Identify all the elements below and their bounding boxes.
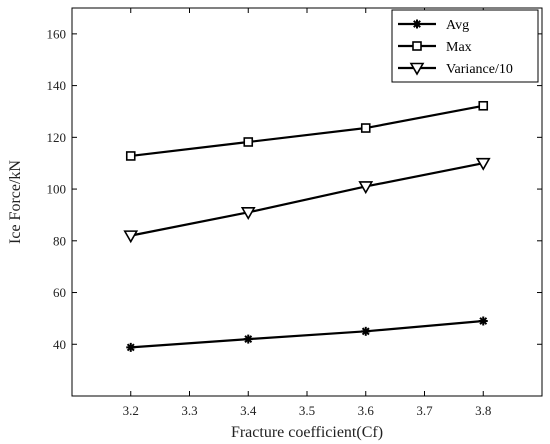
- legend-label: Avg: [446, 18, 469, 33]
- legend: Avg Max Variance/10: [391, 9, 539, 83]
- x-tick-label: 3.5: [299, 403, 315, 418]
- data-point: [243, 334, 253, 344]
- data-point: [478, 316, 488, 326]
- marker-core: [363, 329, 368, 334]
- marker-core: [414, 21, 420, 27]
- data-point: [360, 123, 371, 133]
- y-tick-label: 60: [53, 285, 66, 300]
- x-tick-label: 3.6: [358, 403, 375, 418]
- y-tick-label: 80: [53, 233, 66, 248]
- data-point: [240, 207, 256, 220]
- data-point: [361, 326, 371, 336]
- series-max: [125, 100, 489, 161]
- data-point: [358, 181, 374, 195]
- x-tick-label: 3.7: [416, 403, 433, 418]
- x-tick-label: 3.4: [240, 403, 257, 418]
- y-tick-label: 140: [47, 78, 67, 93]
- legend-marker: [412, 19, 422, 29]
- legend-marker: [412, 41, 422, 51]
- legend-item: Avg: [398, 18, 469, 33]
- x-axis-title: Fracture coefficient(Cf): [231, 424, 383, 441]
- marker-core: [481, 318, 486, 324]
- series-line: [130, 104, 484, 158]
- series-variance-10: [123, 157, 491, 244]
- series-line: [130, 319, 484, 349]
- y-tick-label: 120: [47, 130, 67, 145]
- data-point: [126, 342, 136, 352]
- y-tick-label: 40: [53, 337, 66, 352]
- data-point: [123, 230, 139, 244]
- series-line: [130, 162, 484, 237]
- data-point: [475, 157, 491, 171]
- legend-item: Variance/10: [398, 62, 513, 77]
- marker-core: [128, 345, 133, 350]
- y-tick-label: 100: [47, 182, 67, 197]
- marker-core: [246, 336, 251, 342]
- y-axis-ticks: 40 60 80 100 120 140 160: [47, 26, 542, 352]
- x-tick-label: 3.2: [123, 403, 139, 418]
- legend-item: Max: [398, 40, 472, 55]
- legend-label: Max: [446, 40, 472, 55]
- x-tick-label: 3.8: [475, 403, 491, 418]
- data-point: [243, 137, 254, 147]
- data-point: [125, 151, 136, 161]
- data-point: [478, 100, 489, 111]
- legend-label: Variance/10: [446, 62, 513, 77]
- x-tick-label: 3.3: [181, 403, 197, 418]
- series-layer: [123, 100, 491, 352]
- y-tick-label: 160: [47, 26, 67, 41]
- legend-marker: [409, 62, 425, 76]
- y-axis-title: Ice Force/kN: [7, 160, 24, 244]
- series-avg: [126, 316, 488, 352]
- x-axis-ticks: 3.2 3.3 3.4 3.5 3.6 3.7 3.8: [123, 8, 491, 418]
